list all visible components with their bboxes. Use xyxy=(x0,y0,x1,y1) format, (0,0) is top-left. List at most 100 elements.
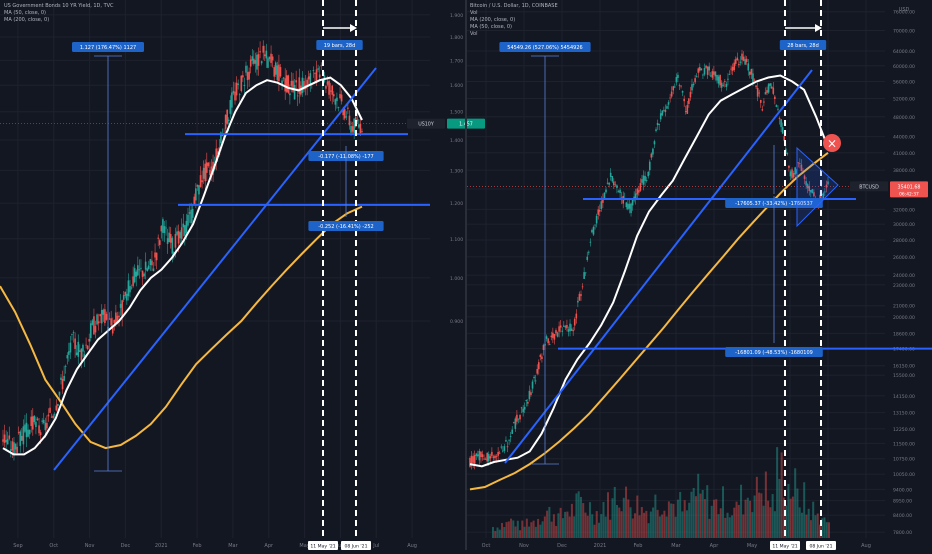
right-indicator-ma200[interactable]: MA (200, close, 0) xyxy=(470,17,516,23)
candle-body xyxy=(570,328,573,331)
right-indicator-vol2[interactable]: Vol xyxy=(470,31,478,37)
candle-body xyxy=(187,214,189,226)
volume-bar xyxy=(672,503,675,538)
candle-body xyxy=(138,269,141,271)
left-title[interactable]: US Government Bonds 10 YR Yield, 1D, TVC xyxy=(4,3,114,9)
pane-divider[interactable] xyxy=(465,0,467,550)
candle-body xyxy=(761,109,764,111)
candle-body xyxy=(663,109,665,111)
volume-bar xyxy=(733,507,736,538)
candle-body xyxy=(11,441,14,451)
candle-body xyxy=(168,232,170,243)
drop-label-2-bg xyxy=(725,347,823,357)
candle-body xyxy=(525,399,528,401)
x-tick-label: Mar xyxy=(228,543,238,549)
candle-body xyxy=(312,70,315,71)
candle-body xyxy=(14,443,17,450)
y-tick-label: 13150.00 xyxy=(893,411,915,417)
candle-body xyxy=(825,184,828,188)
candle-body xyxy=(326,81,329,85)
volume-bar xyxy=(496,527,499,538)
x-tick-label: Mar xyxy=(671,543,681,549)
volume-bar xyxy=(550,521,553,538)
candle-body xyxy=(66,355,69,359)
candle-body xyxy=(484,458,487,460)
candle-body xyxy=(317,68,319,70)
candle-body xyxy=(697,68,700,73)
y-tick-label: 38000.00 xyxy=(893,168,915,174)
candle-body xyxy=(722,84,725,86)
volume-bar xyxy=(656,509,659,538)
currency-label: USD xyxy=(899,7,910,13)
candle-body xyxy=(616,185,618,188)
candle-body xyxy=(85,344,87,346)
right-title[interactable]: Bitcoin / U.S. Dollar, 1D, COINBASE xyxy=(470,3,558,9)
candle-body xyxy=(154,252,156,258)
candle-body xyxy=(498,452,501,454)
candle-body xyxy=(520,407,523,409)
candle-body xyxy=(608,182,610,185)
candle-body xyxy=(132,276,134,287)
volume-bar xyxy=(570,503,573,538)
volume-bar xyxy=(715,499,718,538)
candle-body xyxy=(113,319,116,324)
right-indicator-vol[interactable]: Vol xyxy=(470,10,478,16)
right-indicator-ma50[interactable]: MA (50, close, 0) xyxy=(470,24,513,30)
candle-body xyxy=(149,259,152,266)
volume-bar xyxy=(663,510,666,538)
candle-body xyxy=(17,432,20,434)
candle-body xyxy=(243,84,246,86)
candle-body xyxy=(699,66,701,71)
candle-body xyxy=(227,119,230,122)
candle-body xyxy=(264,54,266,57)
candle-body xyxy=(605,189,607,193)
candle-body xyxy=(514,418,517,429)
volume-bar xyxy=(773,511,776,538)
candle-body xyxy=(627,203,629,210)
bars-label: 19 bars, 28d xyxy=(324,43,356,49)
volume-bar xyxy=(782,497,785,538)
volume-bar xyxy=(510,518,513,538)
volume-bar xyxy=(649,511,652,538)
pane-0: Sep Oct Nov Dec 2021 Feb Mar Apr May Jun Jul Aug 1.9… xyxy=(0,0,485,550)
candle-body xyxy=(545,336,548,339)
y-tick-label: 44000.00 xyxy=(893,135,915,141)
x-tick-label: Aug xyxy=(861,543,871,549)
candle-body xyxy=(684,111,687,112)
candle-body xyxy=(31,416,34,430)
candle-body xyxy=(478,450,481,461)
y-tick-label: 48000.00 xyxy=(893,115,915,121)
candle-body xyxy=(147,265,150,270)
candle-body xyxy=(216,151,219,155)
candle-body xyxy=(769,83,771,86)
candle-body xyxy=(542,344,545,350)
y-tick-label: 1.800 xyxy=(450,35,463,41)
candle-body xyxy=(61,379,64,390)
candle-body xyxy=(580,294,582,296)
bars-label: 28 bars, 28d xyxy=(787,43,819,49)
y-tick-label: 1.400 xyxy=(450,138,463,144)
volume-bar xyxy=(740,484,743,538)
volume-bar xyxy=(694,496,697,538)
candle-body xyxy=(559,325,562,328)
candle-body xyxy=(713,71,715,75)
left-indicator-ma50[interactable]: MA (50, close, 0) xyxy=(4,10,47,16)
candle-body xyxy=(611,176,614,182)
volume-bar xyxy=(620,511,623,538)
candle-body xyxy=(694,78,696,83)
candle-body xyxy=(489,456,492,459)
volume-bar xyxy=(519,530,522,538)
candle-body xyxy=(347,107,349,109)
left-indicator-ma200[interactable]: MA (200, close, 0) xyxy=(4,17,50,23)
candle-body xyxy=(558,326,560,332)
candle-body xyxy=(158,240,161,245)
volume-bar xyxy=(604,516,607,538)
candle-body xyxy=(127,280,130,297)
candle-body xyxy=(58,391,61,396)
volume-bar xyxy=(575,493,578,538)
candle-body xyxy=(273,67,276,77)
symbol-tag: US10Y xyxy=(418,122,434,128)
candle-body xyxy=(165,227,167,229)
bars-label-bg xyxy=(316,40,363,50)
